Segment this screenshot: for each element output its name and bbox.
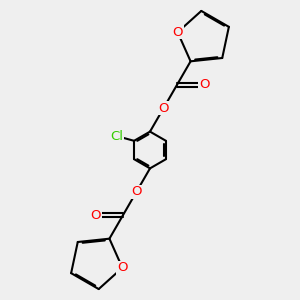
Text: O: O bbox=[199, 78, 209, 91]
Text: Cl: Cl bbox=[110, 130, 123, 142]
Text: O: O bbox=[91, 209, 101, 222]
Text: O: O bbox=[172, 26, 183, 39]
Text: O: O bbox=[117, 261, 128, 274]
Text: O: O bbox=[131, 185, 142, 198]
Text: O: O bbox=[158, 102, 169, 115]
